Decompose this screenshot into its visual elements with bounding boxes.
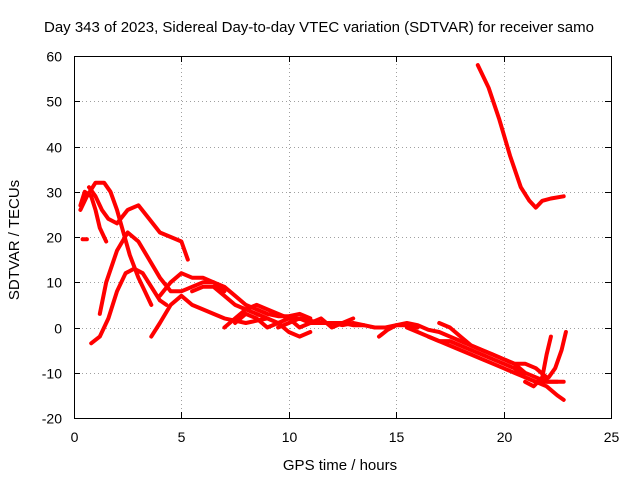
series-line-sat-r	[523, 334, 553, 389]
x-tick-label: 0	[71, 429, 79, 445]
data-series	[78, 63, 568, 402]
x-axis-label: GPS time / hours	[283, 457, 397, 474]
y-tick-label: 20	[46, 230, 62, 246]
y-tick-label: 40	[46, 140, 62, 156]
series-line-sat-e	[97, 230, 227, 316]
x-tick-label: 20	[497, 429, 513, 445]
chart-title: Day 343 of 2023, Sidereal Day-to-day VTE…	[44, 19, 594, 36]
series-line-sat-q	[475, 63, 566, 210]
series-line-sat-i	[190, 284, 313, 339]
series-line-sat-d	[87, 185, 190, 262]
x-tick-label: 25	[604, 429, 620, 445]
y-tick-label: 60	[46, 49, 62, 65]
x-tick-label: 10	[282, 429, 298, 445]
series-line-sat-p	[437, 321, 549, 380]
y-tick-label: 0	[54, 321, 62, 337]
y-tick-label: -20	[42, 411, 62, 427]
series-line-sat-o	[426, 334, 566, 402]
series-line-sat-k	[233, 311, 356, 330]
y-tick-label: 10	[46, 275, 62, 291]
y-tick-label: 50	[46, 94, 62, 110]
series-line-sat-b	[78, 180, 154, 307]
grid-lines	[74, 56, 611, 418]
axis-ticks: 0 5 10 15 20 25 -20 -10 0 10 20 30 40 50 60	[42, 49, 620, 446]
series-line-sat-g	[149, 293, 270, 339]
series-line-sat-a	[78, 189, 109, 244]
series-line-sat-s	[540, 330, 568, 384]
x-tick-label: 5	[178, 429, 186, 445]
x-tick-label: 15	[389, 429, 405, 445]
y-tick-label: -10	[42, 366, 62, 382]
y-tick-label: 30	[46, 185, 62, 201]
y-axis-label: SDTVAR / TECUs	[6, 180, 23, 300]
series-line-sat-f	[89, 266, 169, 346]
